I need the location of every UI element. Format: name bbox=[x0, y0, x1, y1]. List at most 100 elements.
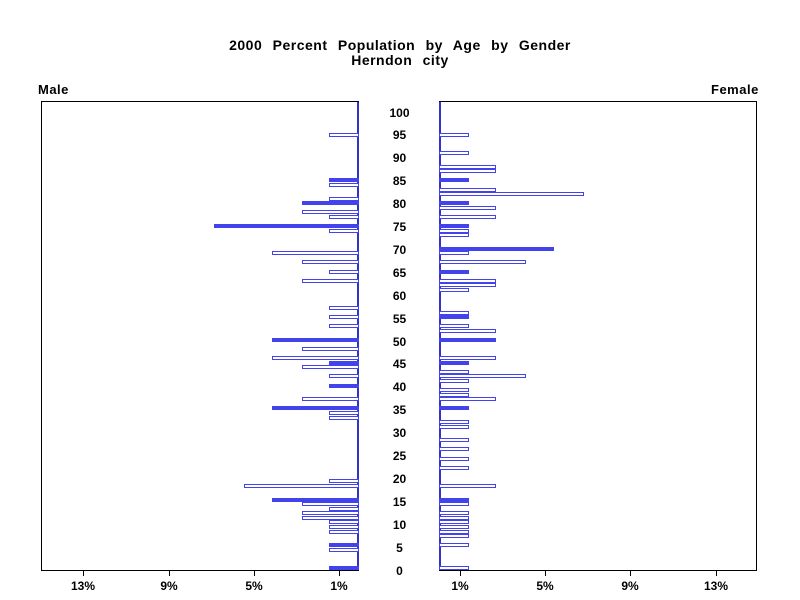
bar-female-age-18 bbox=[439, 484, 496, 488]
bar-female-age-32 bbox=[439, 420, 469, 424]
bar-female-age-88 bbox=[439, 165, 496, 169]
bar-female-age-55 bbox=[439, 315, 469, 319]
bar-male-age-37 bbox=[302, 397, 359, 401]
bar-female-age-12 bbox=[439, 511, 469, 515]
bar-female-age-56 bbox=[439, 311, 469, 315]
bar-female-age-42 bbox=[439, 374, 526, 378]
bar-female-age-82 bbox=[439, 192, 584, 196]
bar-female-age-63 bbox=[439, 279, 496, 283]
age-tick-label-75: 75 bbox=[392, 220, 407, 234]
bar-female-age-37 bbox=[439, 397, 496, 401]
female-plot-area bbox=[439, 101, 757, 571]
age-tick-label-80: 80 bbox=[392, 197, 407, 211]
bar-female-age-45 bbox=[439, 361, 469, 365]
bar-female-age-24 bbox=[439, 457, 469, 461]
bar-male-age-78 bbox=[302, 210, 359, 214]
bar-female-age-79 bbox=[439, 206, 496, 210]
female-inner-axis-line bbox=[439, 102, 441, 570]
bar-male-age-69 bbox=[272, 251, 359, 255]
bar-male-age-81 bbox=[329, 197, 359, 201]
age-tick-label-35: 35 bbox=[392, 403, 407, 417]
bar-male-age-42 bbox=[329, 374, 359, 378]
bar-female-age-11 bbox=[439, 516, 469, 520]
female-panel-label: Female bbox=[711, 82, 759, 97]
bar-male-age-12 bbox=[302, 511, 359, 515]
bar-male-age-53 bbox=[329, 324, 359, 328]
bar-male-age-50 bbox=[272, 338, 359, 342]
male-panel-label: Male bbox=[38, 82, 69, 97]
bar-female-age-50 bbox=[439, 338, 496, 342]
bar-female-age-85 bbox=[439, 178, 469, 182]
bar-male-age-40 bbox=[329, 384, 359, 388]
bar-female-age-80 bbox=[439, 201, 469, 205]
age-tick-label-40: 40 bbox=[392, 380, 407, 394]
male-tick-label-5%: 5% bbox=[245, 579, 263, 593]
bar-female-age-73 bbox=[439, 233, 469, 237]
bar-male-age-8 bbox=[329, 530, 359, 534]
bar-female-age-8 bbox=[439, 530, 469, 534]
bar-male-age-55 bbox=[329, 315, 359, 319]
bar-female-age-7 bbox=[439, 534, 469, 538]
female-tick-13% bbox=[716, 571, 717, 576]
age-tick-label-25: 25 bbox=[392, 449, 407, 463]
bar-female-age-83 bbox=[439, 188, 496, 192]
bar-female-age-70 bbox=[439, 247, 554, 251]
bar-male-age-44 bbox=[302, 365, 359, 369]
age-tick-label-65: 65 bbox=[392, 266, 407, 280]
male-tick-label-9%: 9% bbox=[160, 579, 178, 593]
bar-male-age-33 bbox=[329, 416, 359, 420]
bar-male-age-5 bbox=[329, 543, 359, 547]
bar-female-age-77 bbox=[439, 215, 496, 219]
bar-female-age-75 bbox=[439, 224, 469, 228]
bar-female-age-15 bbox=[439, 498, 469, 502]
male-plot-area bbox=[41, 101, 359, 571]
bar-female-age-9 bbox=[439, 525, 469, 529]
male-tick-5% bbox=[254, 571, 255, 576]
age-tick-label-30: 30 bbox=[392, 426, 407, 440]
bar-male-age-15 bbox=[272, 498, 359, 502]
bar-male-age-80 bbox=[302, 201, 359, 205]
age-tick-label-90: 90 bbox=[392, 151, 407, 165]
bar-female-age-69 bbox=[439, 251, 469, 255]
bar-female-age-46 bbox=[439, 356, 496, 360]
bar-female-age-35 bbox=[439, 406, 469, 410]
bar-male-age-19 bbox=[329, 479, 359, 483]
female-tick-9% bbox=[630, 571, 631, 576]
bar-female-age-39 bbox=[439, 388, 469, 392]
bar-male-age-65 bbox=[329, 270, 359, 274]
bar-female-age-95 bbox=[439, 133, 469, 137]
male-inner-axis-line bbox=[357, 102, 359, 570]
bar-female-age-5 bbox=[439, 543, 469, 547]
female-tick-label-1%: 1% bbox=[451, 579, 469, 593]
bar-male-age-35 bbox=[272, 406, 359, 410]
age-tick-label-85: 85 bbox=[392, 174, 407, 188]
bar-female-age-65 bbox=[439, 270, 469, 274]
bar-female-age-87 bbox=[439, 169, 496, 173]
bar-male-age-46 bbox=[272, 356, 359, 360]
bar-female-age-67 bbox=[439, 260, 526, 264]
age-tick-label-95: 95 bbox=[392, 128, 407, 142]
age-tick-label-100: 100 bbox=[389, 106, 410, 120]
bar-male-age-34 bbox=[329, 411, 359, 415]
bar-male-age-14 bbox=[302, 502, 359, 506]
bar-female-age-26 bbox=[439, 447, 469, 451]
bar-male-age-75 bbox=[214, 224, 359, 228]
male-tick-1% bbox=[339, 571, 340, 576]
bar-female-age-14 bbox=[439, 502, 469, 506]
female-tick-label-5%: 5% bbox=[536, 579, 554, 593]
bar-male-age-67 bbox=[302, 260, 359, 264]
bar-male-age-45 bbox=[329, 361, 359, 365]
bar-female-age-10 bbox=[439, 520, 469, 524]
bar-male-age-84 bbox=[329, 183, 359, 187]
chart-title-line1: 2000 Percent Population by Age by Gender bbox=[229, 37, 571, 53]
bar-female-age-22 bbox=[439, 466, 469, 470]
bar-female-age-43 bbox=[439, 370, 469, 374]
bar-male-age-57 bbox=[329, 306, 359, 310]
bar-male-age-95 bbox=[329, 133, 359, 137]
bar-male-age-77 bbox=[329, 215, 359, 219]
age-tick-label-20: 20 bbox=[392, 472, 407, 486]
bar-male-age-10 bbox=[329, 520, 359, 524]
female-tick-5% bbox=[545, 571, 546, 576]
male-tick-label-1%: 1% bbox=[330, 579, 348, 593]
